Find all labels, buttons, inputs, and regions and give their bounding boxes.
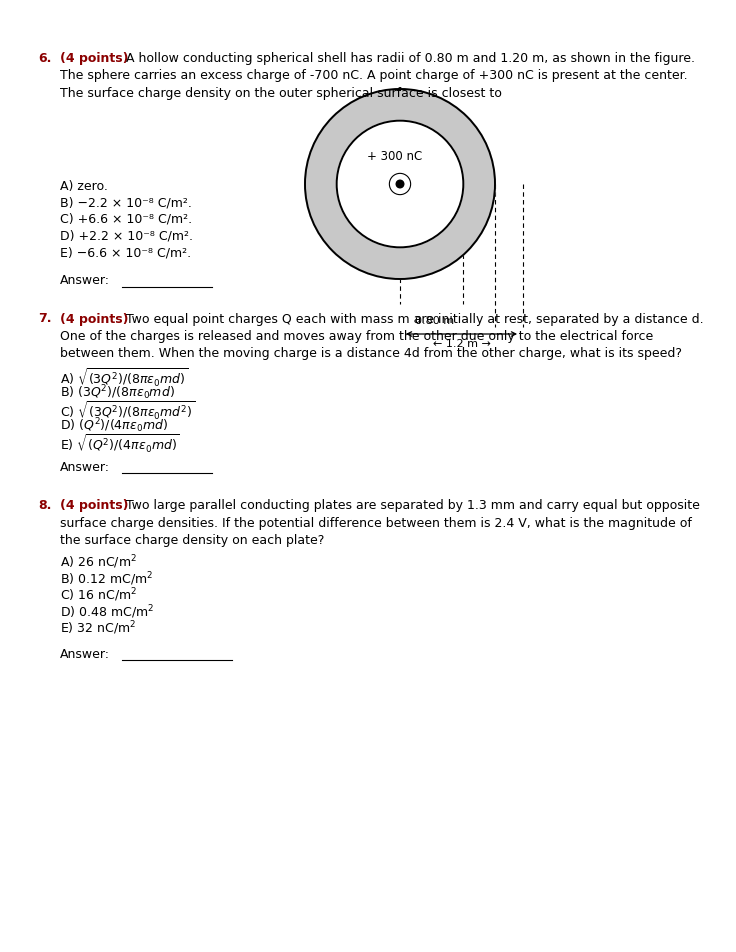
Text: B) −2.2 × 10⁻⁸ C/m².: B) −2.2 × 10⁻⁸ C/m².: [60, 196, 192, 209]
Text: Two large parallel conducting plates are separated by 1.3 mm and carry equal but: Two large parallel conducting plates are…: [122, 499, 700, 512]
Text: C) $\sqrt{(3Q^2)/(8\pi\epsilon_0 md^2)}$: C) $\sqrt{(3Q^2)/(8\pi\epsilon_0 md^2)}$: [60, 399, 195, 422]
Text: surface charge densities. If the potential difference between them is 2.4 V, wha: surface charge densities. If the potenti…: [60, 516, 692, 529]
Text: Two equal point charges Q each with mass m are initially at rest, separated by a: Two equal point charges Q each with mass…: [122, 312, 704, 326]
Text: 7.: 7.: [38, 312, 52, 326]
Text: A hollow conducting spherical shell has radii of 0.80 m and 1.20 m, as shown in : A hollow conducting spherical shell has …: [122, 52, 695, 65]
Text: A) 26 nC/m$^2$: A) 26 nC/m$^2$: [60, 553, 137, 570]
Text: (4 points): (4 points): [60, 499, 129, 512]
Text: Answer:: Answer:: [60, 274, 110, 288]
Text: D) 0.48 mC/m$^2$: D) 0.48 mC/m$^2$: [60, 603, 155, 620]
Text: C) +6.6 × 10⁻⁸ C/m².: C) +6.6 × 10⁻⁸ C/m².: [60, 213, 192, 226]
Text: The sphere carries an excess charge of -700 nC. A point charge of +300 nC is pre: The sphere carries an excess charge of -…: [60, 69, 687, 83]
Text: E) $\sqrt{(Q^2)/(4\pi\epsilon_0 md)}$: E) $\sqrt{(Q^2)/(4\pi\epsilon_0 md)}$: [60, 432, 180, 455]
Text: (4 points): (4 points): [60, 52, 129, 65]
Circle shape: [305, 89, 495, 280]
Text: ← 1.2 m →: ← 1.2 m →: [433, 339, 490, 348]
Text: the surface charge density on each plate?: the surface charge density on each plate…: [60, 534, 325, 546]
Text: 6.: 6.: [38, 52, 52, 65]
Text: The surface charge density on the outer spherical surface is closest to: The surface charge density on the outer …: [60, 87, 502, 100]
Text: E) 32 nC/m$^2$: E) 32 nC/m$^2$: [60, 619, 136, 637]
Text: Answer:: Answer:: [60, 461, 110, 474]
Text: D) +2.2 × 10⁻⁸ C/m².: D) +2.2 × 10⁻⁸ C/m².: [60, 229, 193, 242]
Text: 0.80 m: 0.80 m: [415, 316, 454, 326]
Text: C) 16 nC/m$^2$: C) 16 nC/m$^2$: [60, 585, 137, 604]
Text: between them. When the moving charge is a distance 4d from the other charge, wha: between them. When the moving charge is …: [60, 347, 682, 360]
Text: (4 points): (4 points): [60, 312, 129, 326]
Text: One of the charges is released and moves away from the other due only to the ele: One of the charges is released and moves…: [60, 329, 654, 343]
Circle shape: [396, 181, 404, 188]
Circle shape: [336, 122, 464, 248]
Text: + 300 nC: + 300 nC: [367, 150, 422, 164]
Text: 8.: 8.: [38, 499, 52, 512]
Text: D) $(Q^2)/(4\pi\epsilon_0 md)$: D) $(Q^2)/(4\pi\epsilon_0 md)$: [60, 416, 168, 434]
Text: A) $\sqrt{(3Q^2)/(8\pi\epsilon_0 md)}$: A) $\sqrt{(3Q^2)/(8\pi\epsilon_0 md)}$: [60, 367, 188, 388]
Text: Answer:: Answer:: [60, 647, 110, 661]
Text: B) $(3Q^2)/(8\pi\epsilon_0 md)$: B) $(3Q^2)/(8\pi\epsilon_0 md)$: [60, 383, 175, 402]
Text: A) zero.: A) zero.: [60, 180, 108, 193]
Text: B) 0.12 mC/m$^2$: B) 0.12 mC/m$^2$: [60, 569, 153, 587]
Text: E) −6.6 × 10⁻⁸ C/m².: E) −6.6 × 10⁻⁸ C/m².: [60, 246, 191, 259]
